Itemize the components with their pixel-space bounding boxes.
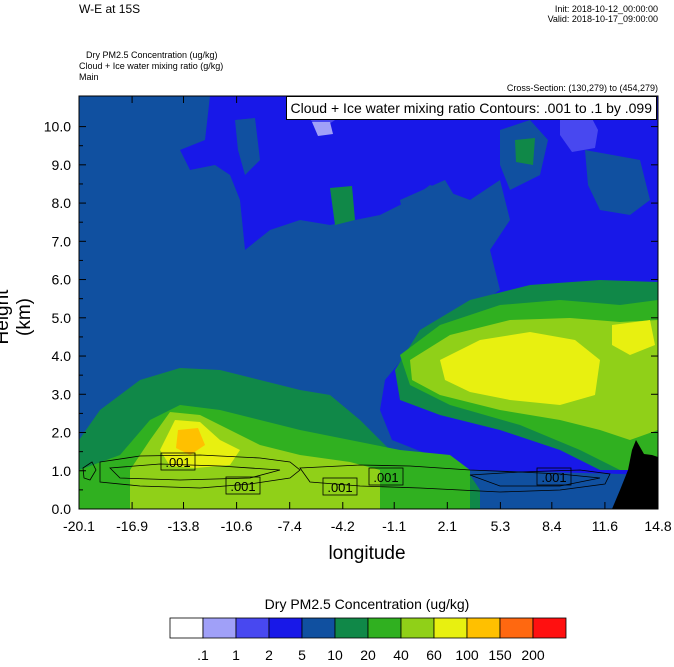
- colorbar-swatch: [169, 617, 204, 639]
- variable-label-pm25: Dry PM2.5 Concentration (ug/kg): [86, 50, 218, 60]
- y-tick-label: 10.0: [44, 119, 71, 135]
- pm25-fill-100: [440, 332, 600, 405]
- contour-label: .001: [322, 477, 358, 496]
- pm25-fill-100: [612, 320, 655, 355]
- colorbar-swatch: [532, 617, 567, 639]
- pm25-fill-10: [400, 180, 475, 250]
- pm25-fill-1: [312, 122, 333, 136]
- y-axis-label: Height (km): [0, 289, 35, 345]
- contour-label-text: .001: [373, 470, 398, 485]
- colorbar-swatch: [466, 617, 501, 639]
- contour-label-text: .001: [165, 455, 190, 470]
- contour-label: .001: [536, 467, 572, 486]
- y-tick-label: 1.0: [52, 463, 72, 479]
- colorbar-swatch: [202, 617, 237, 639]
- pm25-fill-10: [235, 118, 260, 175]
- colorbar-label: 60: [426, 647, 442, 663]
- contour-label-box: [536, 467, 572, 486]
- colorbar-label: 2: [265, 647, 273, 663]
- y-tick-label: 3.0: [52, 386, 72, 402]
- y-tick-label: 6.0: [52, 272, 72, 288]
- y-tick-label: 4.0: [52, 348, 72, 364]
- x-tick-label: 2.1: [438, 518, 458, 534]
- terrain: [612, 440, 658, 509]
- x-axis-label: longitude: [328, 543, 406, 564]
- colorbar-label: 150: [488, 647, 512, 663]
- y-tick-label: 0.0: [52, 501, 72, 517]
- colorbar-label: 40: [393, 647, 409, 663]
- x-tick-label: -7.4: [278, 518, 302, 534]
- x-tick-label: -16.9: [116, 518, 148, 534]
- colorbar-swatch: [499, 617, 534, 639]
- x-tick-label: 14.8: [644, 518, 671, 534]
- pm25-fill-20: [330, 186, 355, 225]
- x-tick-label: -20.1: [63, 518, 95, 534]
- contour-label-box: [368, 467, 404, 486]
- colorbar-swatch: [433, 617, 468, 639]
- contour-label-text: .001: [230, 479, 255, 494]
- colorbar-swatch: [268, 617, 303, 639]
- colorbar-label: .1: [197, 647, 209, 663]
- colorbar-swatch: [400, 617, 435, 639]
- pm25-fill-20: [515, 138, 535, 165]
- colorbar-swatch: [367, 617, 402, 639]
- y-tick-label: 7.0: [52, 233, 72, 249]
- colorbar: .1 1 2 5 10 20 40 60 100 150 200: [169, 617, 567, 663]
- x-tick-label: -10.6: [221, 518, 253, 534]
- colorbar-label: 100: [455, 647, 479, 663]
- colorbar-swatch: [235, 617, 270, 639]
- pm25-fill-150: [176, 428, 205, 455]
- x-tick-label: 5.3: [491, 518, 511, 534]
- colorbar-title: Dry PM2.5 Concentration (ug/kg): [264, 596, 470, 612]
- valid-time: Valid: 2018-10-17_09:00:00: [547, 14, 658, 24]
- variable-label-cloud: Cloud + Ice water mixing ratio (g/kg): [79, 61, 224, 71]
- colorbar-label: 5: [298, 647, 306, 663]
- contour-label-text: .001: [327, 480, 352, 495]
- contour-label-text: .001: [541, 470, 566, 485]
- plot-title: W-E at 15S: [79, 2, 141, 16]
- x-tick-label: -4.2: [331, 518, 355, 534]
- colorbar-label: 20: [360, 647, 376, 663]
- colorbar-label: 10: [327, 647, 343, 663]
- x-tick-label: 8.4: [542, 518, 562, 534]
- pm25-fill-10: [585, 150, 650, 215]
- contour-label: .001: [368, 467, 404, 486]
- domain-label: Main: [79, 72, 99, 82]
- init-time: Init: 2018-10-12_00:00:00: [554, 4, 658, 14]
- pm25-field: [79, 96, 658, 509]
- x-tick-label: -13.8: [168, 518, 200, 534]
- cloud-contours: [82, 454, 611, 493]
- contour-label: .001: [160, 452, 196, 471]
- x-tick-label: 11.6: [592, 518, 618, 534]
- contour-label-box: [160, 452, 196, 471]
- cross-section-label: Cross-Section: (130,279) to (454,279): [506, 83, 658, 93]
- contour-label: .001: [225, 476, 261, 495]
- y-tick-label: 5.0: [52, 310, 72, 326]
- contour-labels: .001 .001 .001 .001 .001: [160, 452, 572, 496]
- colorbar-swatch: [334, 617, 369, 639]
- colorbar-label: 1: [232, 647, 240, 663]
- contour-label-box: [225, 476, 261, 495]
- contour-title: Cloud + Ice water mixing ratio Contours:…: [285, 96, 657, 120]
- axis-ticks: 0.0 1.0 2.0 3.0 4.0 5.0 6.0 7.0 8.0 9.0 10.0 -20.1 -…: [44, 96, 672, 534]
- y-tick-label: 9.0: [52, 157, 72, 173]
- colorbar-swatch: [301, 617, 336, 639]
- x-tick-label: -1.1: [382, 518, 406, 534]
- contour-label-box: [322, 477, 358, 496]
- y-tick-label: 8.0: [52, 195, 72, 211]
- y-tick-label: 2.0: [52, 425, 72, 441]
- colorbar-label: 200: [521, 647, 545, 663]
